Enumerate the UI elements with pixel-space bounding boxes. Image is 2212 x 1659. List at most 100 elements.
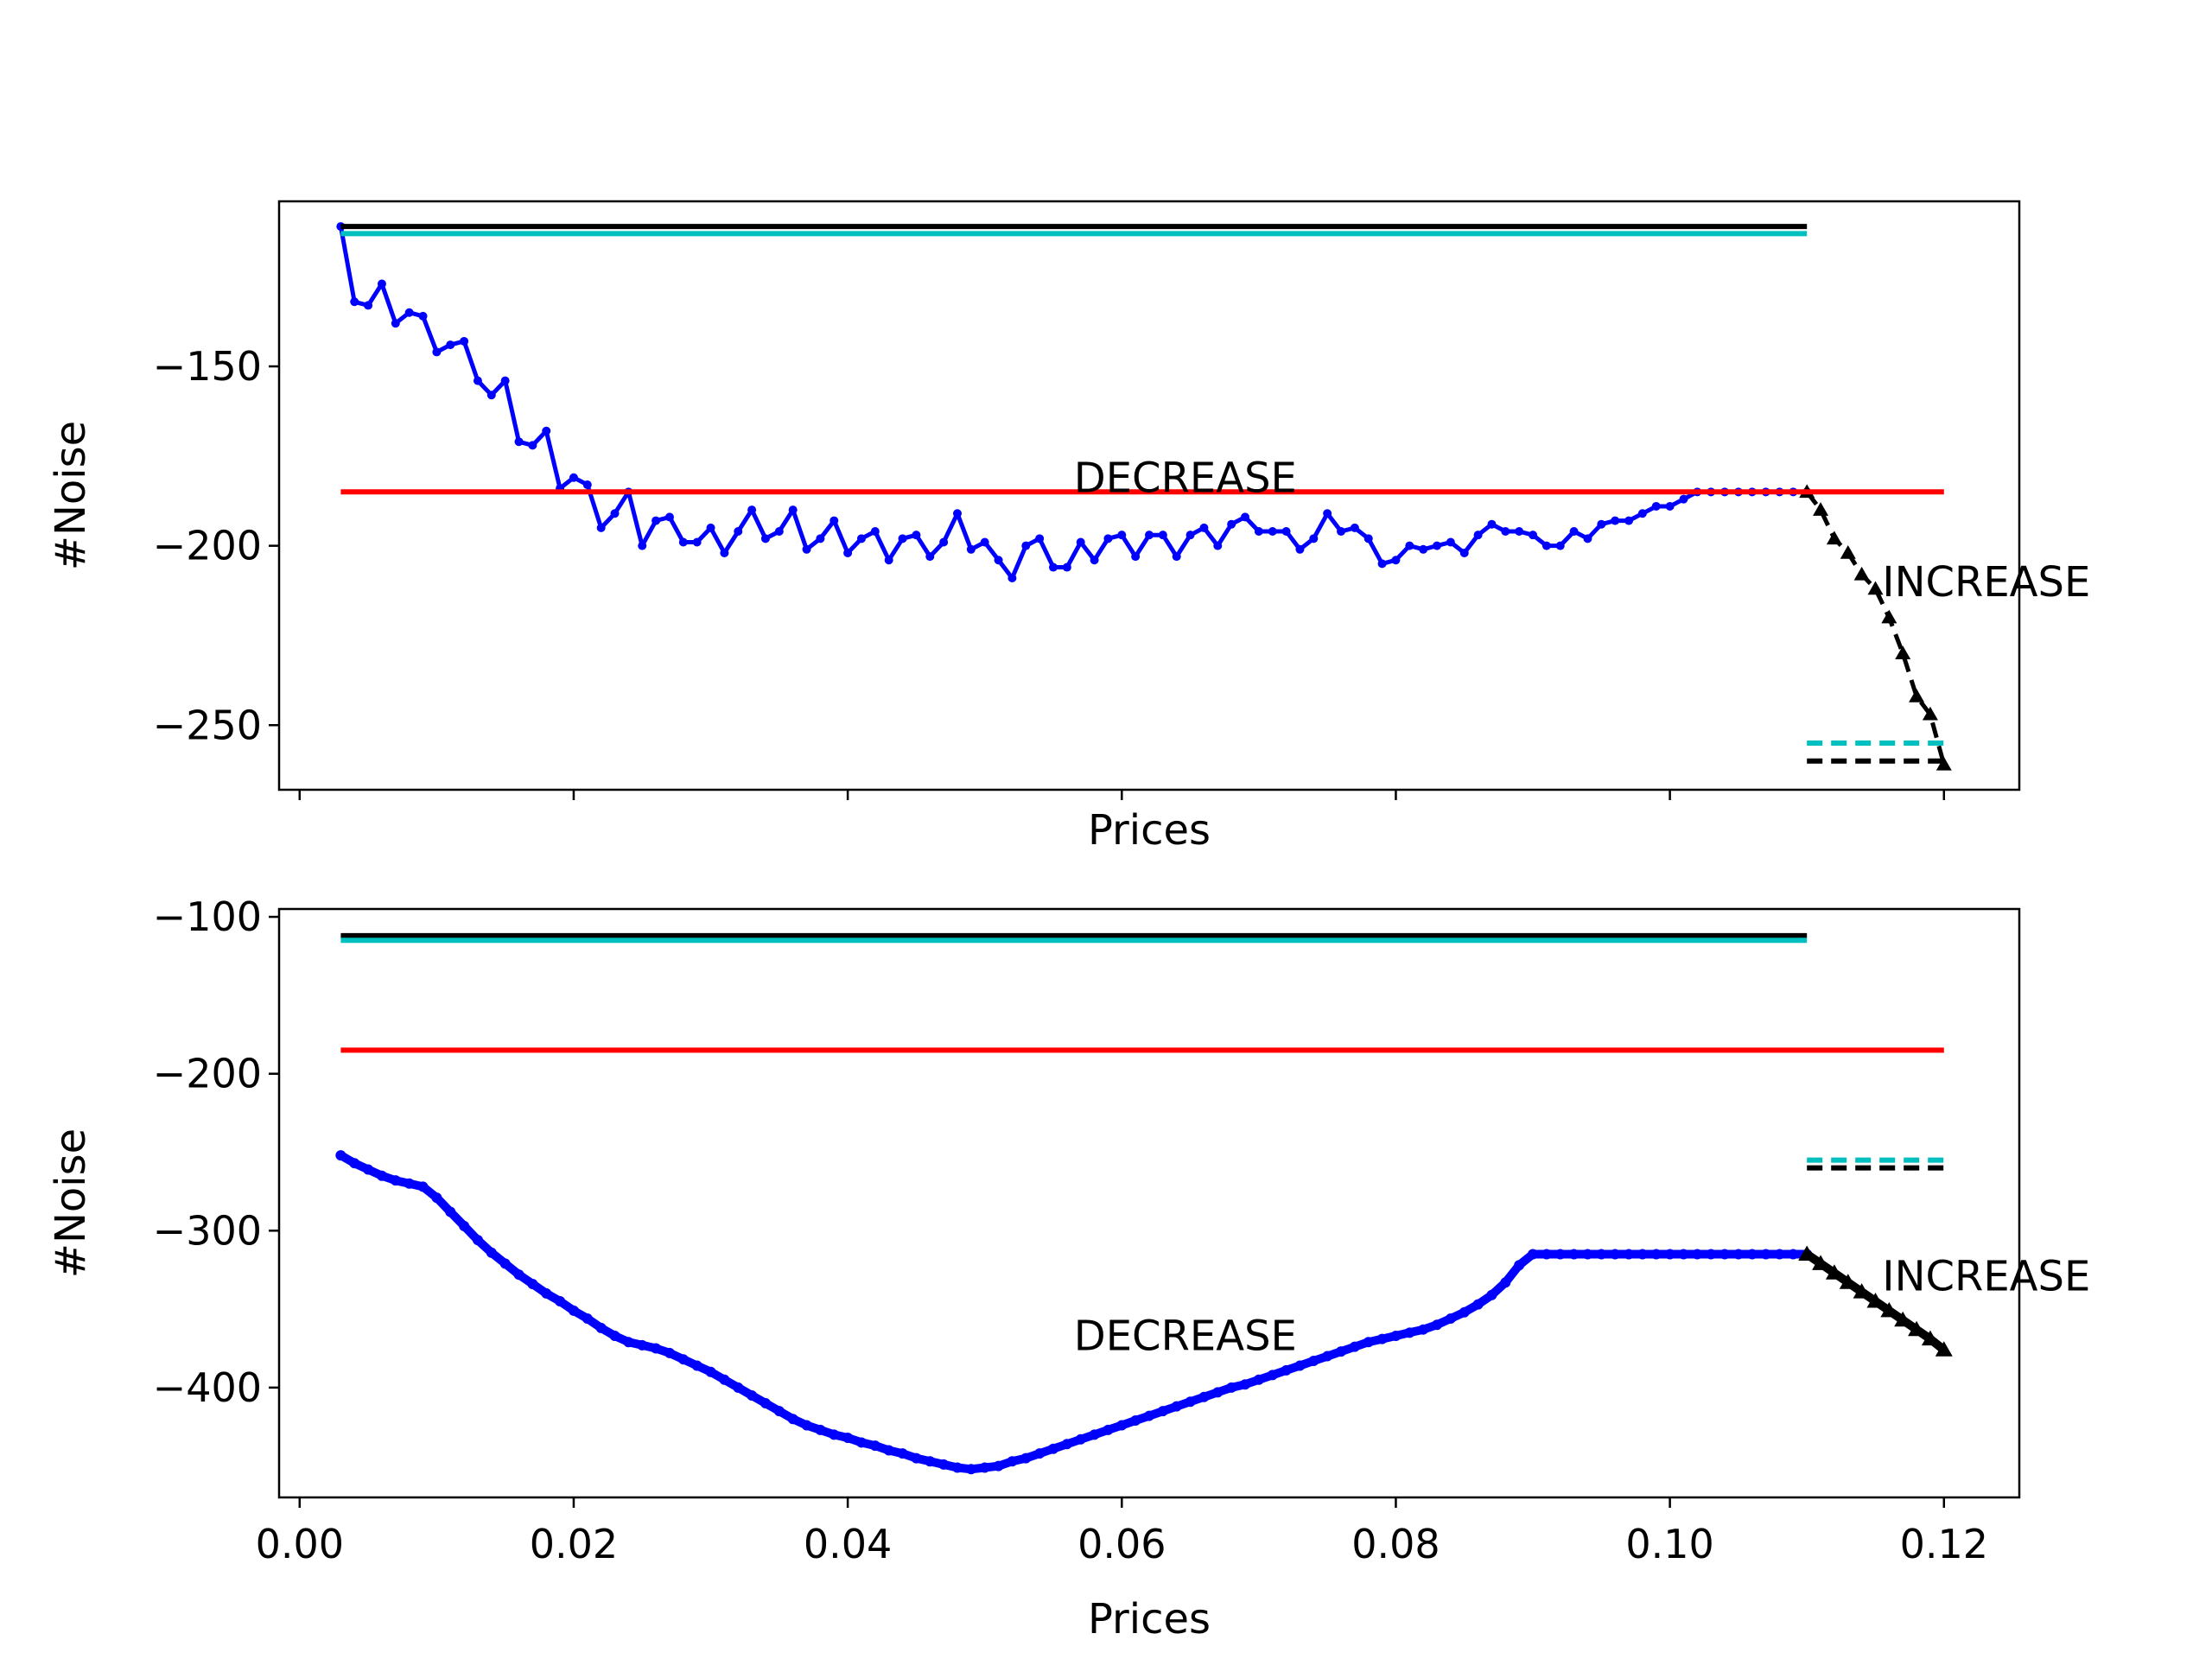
chart-0-series-0-point: [1569, 527, 1579, 537]
chart-1-series-0-point: [417, 1181, 429, 1192]
chart-1-series-0-point: [404, 1178, 415, 1189]
chart-1-series-0-point: [459, 1220, 470, 1231]
chart-0-series-0-point: [706, 523, 715, 532]
chart-0-series-0-point: [1254, 527, 1263, 537]
chart-0-series-0-point: [1158, 531, 1167, 540]
chart-1-series-0-point: [842, 1432, 854, 1443]
chart-0-series-0-point: [1241, 512, 1250, 522]
chart-1-series-0-point: [1514, 1260, 1525, 1271]
chart-1-series-1-point: [1894, 1311, 1912, 1327]
chart-0-series-0-point: [1419, 544, 1428, 554]
chart-1-series-0-point: [1322, 1351, 1333, 1362]
chart-1-series-0-point: [733, 1382, 744, 1393]
chart-0-series-0-point: [500, 376, 510, 385]
chart-0-series-0-point: [747, 505, 757, 515]
chart-0-series-0-point: [377, 279, 386, 289]
chart-0-series-1-point: [1853, 566, 1870, 581]
chart-1-series-0-point: [513, 1269, 524, 1281]
chart-1-series-0-point: [815, 1424, 826, 1435]
bottom-chart-panel: 0.00 0.02 0.04 0.06 0.08 0.10 0.12 −400 −300 −200…: [47, 893, 2090, 1643]
chart-1-y-tick-label: −300: [153, 1207, 262, 1254]
chart-1-x-tick-label: 0.04: [804, 1521, 892, 1567]
chart-1-series-0-point: [1267, 1370, 1278, 1381]
chart-1-series-1-point: [1880, 1301, 1898, 1318]
chart-1-series-0-point: [335, 1150, 346, 1161]
chart-0-series-0-point: [1405, 541, 1414, 550]
chart-1-series-0-point: [1637, 1249, 1648, 1260]
chart-1-annotation-increase: INCREASE: [1882, 1252, 2090, 1300]
chart-1-series-0-point: [1432, 1319, 1443, 1331]
chart-0-series-0-point: [884, 556, 893, 565]
chart-1-series-0-point: [883, 1445, 894, 1456]
chart-0-series-0-point: [816, 534, 825, 543]
chart-1-series-0-point: [1007, 1456, 1018, 1467]
chart-1-x-tick-label: 0.02: [530, 1521, 618, 1567]
chart-1-series-0-point: [1678, 1249, 1689, 1260]
chart-0-series-0-point: [856, 534, 866, 543]
chart-0-series-0-point: [1227, 519, 1236, 529]
chart-1-x-tick-label: 0.10: [1625, 1521, 1713, 1567]
chart-1-series-0-point: [1047, 1443, 1058, 1454]
chart-1-series-0-point: [1226, 1382, 1237, 1393]
chart-0-series-0-point: [1515, 527, 1524, 537]
chart-0-series-0-point: [514, 437, 524, 447]
chart-0-series-0-point: [1337, 527, 1346, 537]
chart-1-series-1-point: [1825, 1264, 1843, 1280]
chart-0-series-0-point: [1541, 541, 1551, 550]
chart-1-series-0-point: [1020, 1452, 1032, 1464]
chart-0-series-0-point: [638, 541, 647, 550]
chart-1-series-0-point: [1281, 1364, 1292, 1376]
chart-1-series-0-point: [1061, 1439, 1072, 1450]
chart-1-series-1-point: [1866, 1293, 1885, 1308]
chart-0-series-0-point: [1295, 544, 1305, 554]
chart-0-series-0-point: [446, 340, 455, 350]
chart-1-series-0-point: [1664, 1249, 1675, 1260]
chart-0-series-0-point: [1103, 534, 1113, 543]
chart-1-series-0-point: [1788, 1249, 1799, 1260]
chart-1-series-0-point: [993, 1460, 1004, 1471]
chart-0-series-0-point: [1145, 531, 1154, 540]
chart-1-series-1-point: [1921, 1330, 1939, 1346]
chart-0-series-0-point: [528, 441, 537, 450]
chart-0-series-0-point: [1281, 527, 1291, 537]
chart-1-series-0-point: [651, 1343, 662, 1354]
chart-1-series-0-point: [664, 1347, 675, 1358]
chart-0-series-0-point: [1597, 519, 1606, 529]
chart-0-series-0-point: [404, 308, 414, 317]
chart-0-series-0-point: [734, 527, 743, 537]
chart-1-series-0-point: [1459, 1306, 1470, 1318]
chart-0-series-0-point: [391, 319, 400, 328]
chart-1-series-0-point: [582, 1313, 593, 1324]
chart-0-series-0-point: [1391, 556, 1401, 565]
chart-0-series-0-point: [460, 336, 469, 346]
chart-1-series-0-point: [897, 1448, 908, 1459]
chart-1-series-0-point: [1760, 1249, 1771, 1260]
chart-0-series-0-point: [1048, 563, 1058, 572]
chart-0-series-0-point: [1665, 501, 1675, 511]
chart-1-series-0-point: [623, 1337, 634, 1348]
chart-1-series-0-point: [1363, 1337, 1374, 1348]
chart-1-series-0-point: [1418, 1324, 1429, 1335]
chart-1-series-0-point: [1212, 1387, 1224, 1398]
chart-0-series-0-point: [1459, 548, 1469, 557]
chart-1-series-0-point: [1692, 1249, 1703, 1260]
chart-1-series-0-point: [951, 1462, 963, 1473]
chart-1-series-0-point: [1171, 1401, 1182, 1412]
chart-1-series-0-point: [472, 1235, 483, 1246]
chart-1-y-tick-label: −200: [153, 1051, 262, 1097]
chart-1-series-0-point: [1610, 1249, 1621, 1260]
chart-1-series-0-point: [431, 1192, 442, 1204]
chart-1-series-0-point: [1404, 1327, 1415, 1338]
chart-1-series-0-point: [677, 1354, 689, 1365]
chart-0-series-1-point: [1813, 502, 1829, 516]
chart-1-series-0-point: [1390, 1330, 1402, 1341]
chart-0-series-0-point: [939, 537, 949, 547]
chart-1-series-0-point: [1198, 1391, 1210, 1402]
chart-1-series-1-point: [1853, 1283, 1871, 1299]
chart-1-series-0-point: [979, 1462, 990, 1473]
chart-1-series-0-point: [486, 1247, 497, 1258]
chart-0-series-0-point: [843, 548, 853, 557]
chart-0-series-0-point: [1350, 523, 1359, 532]
chart-1-series-0-point: [1253, 1374, 1264, 1385]
chart-1-series-0-point: [1732, 1249, 1744, 1260]
